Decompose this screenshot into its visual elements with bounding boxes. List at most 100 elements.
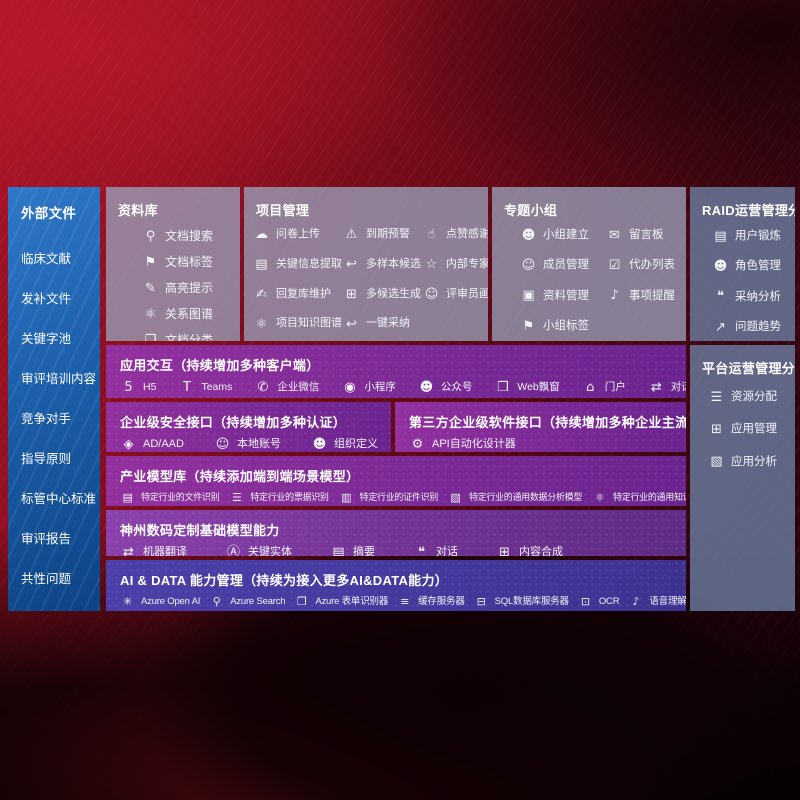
item-doc-search: ⚲ 文档搜索 [142, 229, 240, 244]
item-speech-understanding: ♪ 语音理解 [628, 596, 686, 608]
message-board-icon: ✉ [609, 227, 620, 243]
material-manage-icon: ▣ [522, 288, 535, 304]
feature-label: 对话 [436, 546, 458, 556]
band-industry-model-library: 产业模型库（持续添加端到端场景模型） ▤ 特定行业的文件识别 ☰ 特定行业的票据识别 ▥… [106, 456, 686, 506]
org-definition-icon: ☻ [312, 437, 327, 452]
highlight-tip-icon: ✎ [145, 281, 156, 296]
item-api-auto-designer: ⚙ API自动化设计器 [409, 438, 516, 452]
item-doc-classify: ❐ 文档分类 [142, 333, 240, 341]
item-ocr: ⊡ OCR [578, 596, 620, 608]
item-dialogue-model: ❝ 对话 [413, 546, 458, 556]
item-cache-server: ≡ 缓存服务器 [397, 596, 465, 608]
item-group-create: ☻ 小组建立 [520, 228, 606, 242]
feature-label: Azure Open AI [141, 596, 201, 607]
feature-list: 5 H5 T Teams ✆ 企业微信 ◉ 小程序 ☻ 公众号 ❒ Web飘窗 ⌂ 门户 ⇄ 对话 [106, 374, 686, 394]
feature-label: 企业微信 [277, 381, 320, 393]
feature-label: AD/AAD [143, 438, 184, 450]
feature-label: 多候选生成 [366, 287, 421, 300]
industry-knowledge-graph-model-icon: ⚛ [594, 491, 605, 505]
feature-label: 成员管理 [543, 259, 589, 272]
panel-project-management: 项目管理 ☁ 问卷上传 ⚠ 到期预警 ☝ 点赞感谢 ▤ 关键信息提取 ↩ 多样本候选 ☆ 内部专家排名… [244, 187, 488, 341]
questionnaire-upload-icon: ☁ [255, 227, 268, 243]
item-internal-expert-rank: ☆ 内部专家排名 [423, 258, 488, 272]
feature-label: 问题趋势 [735, 321, 781, 334]
item-azure-openai: ✳ Azure Open AI [120, 596, 200, 608]
feature-label: 应用分析 [731, 455, 777, 468]
feature-label: 特定行业的证件识别 [359, 492, 439, 502]
official-account-icon: ☻ [419, 380, 434, 396]
feature-label: 公众号 [440, 381, 473, 393]
panel-title: 项目管理 [256, 203, 310, 218]
item-app-manage: ⊞ 应用管理 [708, 422, 795, 436]
feature-label: 应用管理 [731, 423, 777, 436]
industry-invoice-recognition-icon: ☰ [232, 491, 242, 505]
feature-label: 摘要 [353, 546, 375, 556]
app-analysis-icon: ▧ [710, 454, 723, 470]
key-entity-icon: Ⓐ [226, 545, 240, 556]
role-manage-icon: ☻ [713, 259, 728, 275]
sidebar-list: 临床文献 发补文件 关键字池 审评培训内容 竞争对手 指导原则 标管中心标准 审评报告 共性问题 [8, 222, 100, 587]
like-thanks-icon: ☝ [427, 227, 436, 243]
sidebar-item-8: 共性问题 [21, 572, 72, 586]
band-digital-china-base-models: 神州数码定制基础模型能力 ⇄ 机器翻译 Ⓐ 关键实体 ▤ 摘要 ❝ 对话 ⊞ 内容合成 [106, 510, 686, 556]
feature-label: 资料管理 [543, 289, 589, 302]
item-teams: T Teams [178, 381, 232, 394]
sidebar-item-2: 关键字池 [21, 332, 72, 346]
feature-list: ⚲ 文档搜索 ⚑ 文档标签 ✎ 高亮提示 ⚛ 关系图谱 ❐ 文档分类 [106, 219, 240, 341]
issue-trend-icon: ↗ [715, 319, 726, 335]
feature-label: Azure 表单识别器 [315, 596, 389, 607]
item-issue-trend: ↗ 问题趋势 [712, 320, 795, 334]
feature-list: ☁ 问卷上传 ⚠ 到期预警 ☝ 点赞感谢 ▤ 关键信息提取 ↩ 多样本候选 ☆ 内部专家排名 ✍ 回复库维… [244, 219, 488, 331]
dialogue-model-icon: ❝ [418, 545, 425, 556]
feature-label: 用户锻炼 [735, 230, 781, 242]
feature-label: 特定行业的通用数据分析模型 [468, 492, 583, 502]
todo-list-icon: ☑ [608, 258, 621, 274]
ad-aad-icon: ◈ [123, 437, 134, 452]
item-org-definition: ☻ 组织定义 [311, 438, 378, 452]
feature-label: 关键信息提取 [276, 257, 342, 270]
band-app-interaction: 应用交互（持续增加多种客户端） 5 H5 T Teams ✆ 企业微信 ◉ 小程序 ☻ 公众号 ❒ W… [106, 345, 686, 398]
item-todo-list: ☑ 代办列表 [606, 258, 686, 272]
reply-lib-maintain-icon: ✍ [256, 286, 267, 302]
feature-label: 点赞感谢 [446, 228, 488, 240]
feature-list: ✳ Azure Open AI ⚲ Azure Search ❐ Azure 表单识别器 ≡… [106, 589, 686, 608]
industry-id-recognition-icon: ▥ [341, 491, 352, 505]
relation-graph-icon: ⚛ [144, 307, 157, 322]
internal-expert-rank-icon: ☆ [425, 257, 438, 273]
item-local-account: ☺ 本地账号 [214, 438, 281, 452]
item-reply-lib-maintain: ✍ 回复库维护 [253, 288, 343, 302]
sidebar-item-3: 审评培训内容 [21, 372, 97, 386]
resource-allocation-icon: ☰ [710, 389, 723, 405]
item-summary: ▤ 摘要 [330, 546, 375, 556]
item-member-manage: ☺ 成员管理 [520, 258, 606, 272]
summary-icon: ▤ [332, 545, 345, 556]
item-wecom: ✆ 企业微信 [254, 381, 319, 394]
feature-label: Web飘窗 [517, 381, 560, 393]
web-popup-icon: ❒ [497, 380, 509, 396]
multi-sample-candidate-icon: ↩ [346, 257, 357, 273]
cache-server-icon: ≡ [400, 595, 410, 609]
item-reviewer-profile: ☺ 评审员画像 [423, 288, 488, 302]
feature-label: 角色管理 [735, 260, 781, 273]
feature-label: 代办列表 [629, 259, 675, 272]
feature-label: Teams [201, 381, 233, 393]
item-industry-invoice-recognition: ☰ 特定行业的票据识别 [229, 491, 329, 505]
h5-icon: 5 [124, 380, 133, 396]
feature-label: 文档标签 [165, 255, 214, 269]
doc-classify-icon: ❐ [144, 333, 157, 341]
item-adoption-analysis: ❝ 采纳分析 [712, 290, 795, 304]
sidebar-item-4: 竞争对手 [21, 412, 72, 426]
feature-list: ◈ AD/AAD ☺ 本地账号 ☻ 组织定义 [106, 431, 391, 452]
feature-label: 关键实体 [248, 546, 292, 556]
panel-title: RAID运营管理分析 [702, 203, 795, 218]
feature-label: 文档搜索 [165, 229, 214, 243]
one-click-adopt-icon: ↩ [346, 316, 357, 332]
project-knowledge-graph-icon: ⚛ [255, 316, 268, 332]
item-message-board: ✉ 留言板 [606, 228, 686, 242]
item-role-manage: ☻ 角色管理 [712, 259, 795, 273]
item-sql-db-server: ⊟ SQL数据库服务器 [474, 596, 569, 608]
feature-label: 留言板 [629, 229, 664, 241]
feature-label: 关系图谱 [165, 307, 214, 321]
panel-topic-groups: 专题小组 ☻ 小组建立 ✉ 留言板 ☺ 成员管理 ☑ 代办列表 ▣ 资料管理 ♪ 事项提醒 ⚑ 小组标签 [492, 187, 686, 341]
item-content-synthesis: ⊞ 内容合成 [496, 546, 563, 556]
